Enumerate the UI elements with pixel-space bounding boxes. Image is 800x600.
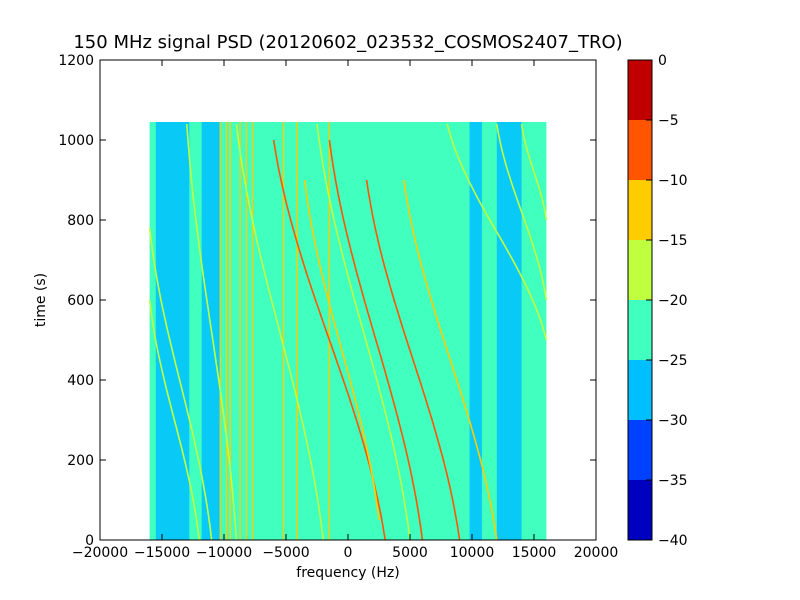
colorbar-segment [628,480,652,540]
heatmap-doppler-track [186,123,238,541]
colorbar-segment [628,60,652,120]
colorbar: −40 −35 −30 −25 −20 −15 −10 −5 0 [627,53,688,549]
heatmap-low-band [155,122,190,540]
x-tick-label: −10000 [196,545,252,561]
x-tick-label: 15000 [512,545,557,561]
x-axis-ticks: −20000 −15000 −10000 −5000 0 5000 10000 15000 20… [72,60,618,561]
y-tick-label: 0 [85,533,94,549]
heatmap-doppler-track [328,139,424,541]
x-tick-label: 20000 [574,545,619,561]
colorbar-segment [628,300,652,360]
colorbar-tick-label: −15 [658,233,688,249]
heatmap-doppler-track [520,123,548,221]
x-tick-label: −15000 [134,545,190,561]
x-tick-label: −20000 [72,545,128,561]
heatmap-doppler-track [496,123,548,301]
colorbar-tick-label: −25 [658,353,688,369]
heatmap-low-band [496,122,522,540]
chart-title: 150 MHz signal PSD (20120602_023532_COSM… [73,32,622,53]
heatmap [148,122,548,541]
heatmap-doppler-track [148,299,200,541]
colorbar-segment [628,240,652,300]
y-tick-label: 800 [67,213,94,229]
colorbar-tick-label: −40 [658,533,688,549]
colorbar-segment [628,180,652,240]
x-tick-label: 10000 [450,545,495,561]
colorbar-tick-label: −5 [658,113,679,129]
x-tick-label: 5000 [392,545,428,561]
heatmap-low-band [469,122,482,540]
heatmap-doppler-track [235,123,324,541]
y-tick-label: 1200 [58,53,94,69]
x-tick-label: −5000 [262,545,309,561]
y-tick-label: 400 [67,373,94,389]
colorbar-segment [628,420,652,480]
heatmap-doppler-track [403,179,498,541]
heatmap-doppler-track [303,179,380,521]
y-tick-label: 1000 [58,133,94,149]
y-axis-ticks: 0 200 400 600 800 1000 1200 [58,53,596,549]
heatmap-doppler-track [365,179,461,541]
colorbar-segment [628,120,652,180]
colorbar-tick-label: −10 [658,173,688,189]
colorbar-tick-label: −35 [658,473,688,489]
colorbar-tick-label: −30 [658,413,688,429]
y-tick-label: 200 [67,453,94,469]
y-tick-label: 600 [67,293,94,309]
y-axis-label: time (s) [33,273,49,327]
x-axis-label: frequency (Hz) [296,565,399,581]
colorbar-tick-label: 0 [658,53,667,69]
heatmap-doppler-track [148,227,213,541]
heatmap-doppler-track [446,123,548,341]
colorbar-tick-label: −20 [658,293,688,309]
colorbar-segment [628,360,652,420]
x-tick-label: 0 [344,545,353,561]
heatmap-doppler-track [316,123,411,541]
